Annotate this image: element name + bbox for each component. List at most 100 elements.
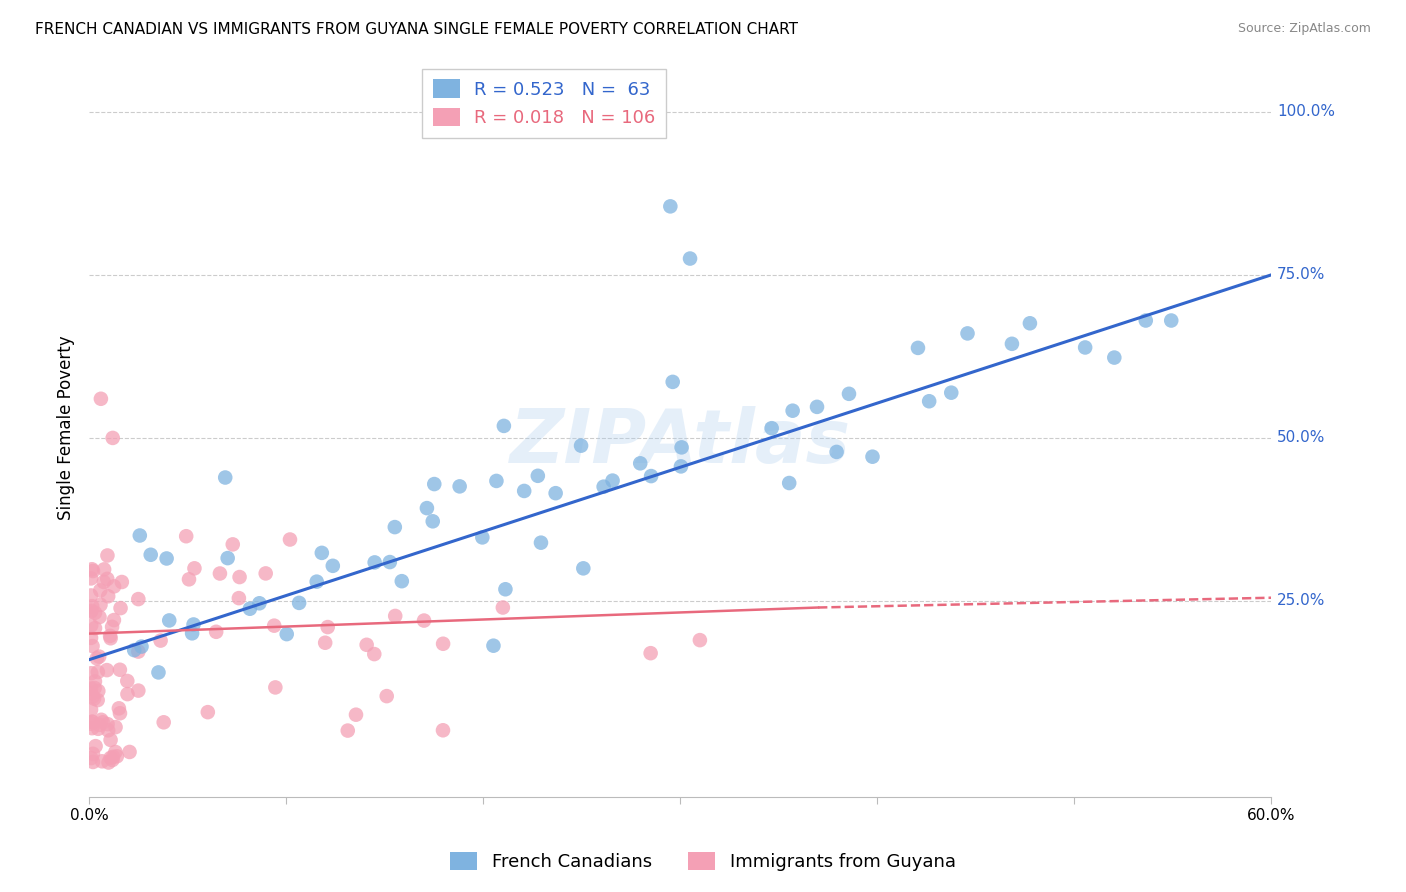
- Point: [336, 723, 359, 738]
- Point: [139, 548, 162, 562]
- Point: [413, 614, 436, 628]
- Point: [384, 520, 406, 534]
- Point: [1104, 351, 1126, 365]
- Y-axis label: Single Female Poverty: Single Female Poverty: [58, 335, 75, 520]
- Point: [177, 572, 200, 586]
- Point: [1135, 313, 1157, 327]
- Text: Source: ZipAtlas.com: Source: ZipAtlas.com: [1237, 22, 1371, 36]
- Point: [100, 733, 122, 747]
- Point: [82, 564, 104, 578]
- Point: [628, 456, 651, 470]
- Point: [80, 631, 103, 645]
- Point: [378, 555, 401, 569]
- Point: [97, 717, 120, 731]
- Point: [103, 579, 125, 593]
- Point: [494, 582, 516, 597]
- Point: [485, 474, 508, 488]
- Point: [661, 375, 683, 389]
- Point: [208, 566, 231, 581]
- Point: [87, 722, 110, 736]
- Point: [84, 739, 107, 753]
- Point: [82, 755, 104, 769]
- Point: [640, 646, 662, 660]
- Point: [391, 574, 413, 589]
- Point: [205, 624, 228, 639]
- Point: [1019, 316, 1042, 330]
- Point: [127, 644, 149, 658]
- Text: 50.0%: 50.0%: [1277, 431, 1326, 445]
- Point: [228, 570, 250, 584]
- Point: [89, 610, 111, 624]
- Point: [416, 501, 439, 516]
- Point: [80, 605, 103, 619]
- Point: [84, 674, 107, 689]
- Point: [87, 665, 110, 679]
- Point: [806, 400, 828, 414]
- Point: [197, 705, 219, 719]
- Point: [100, 632, 122, 646]
- Point: [80, 571, 103, 585]
- Text: 25.0%: 25.0%: [1277, 593, 1326, 608]
- Point: [100, 751, 122, 765]
- Point: [93, 574, 115, 589]
- Point: [492, 418, 515, 433]
- Point: [278, 533, 301, 547]
- Point: [86, 651, 108, 665]
- Legend: French Canadians, Immigrants from Guyana: French Canadians, Immigrants from Guyana: [443, 845, 963, 879]
- Point: [276, 627, 298, 641]
- Point: [322, 558, 344, 573]
- Point: [111, 574, 134, 589]
- Point: [592, 480, 614, 494]
- Point: [305, 574, 328, 589]
- Point: [432, 637, 454, 651]
- Point: [101, 753, 124, 767]
- Point: [87, 684, 110, 698]
- Point: [91, 715, 114, 730]
- Point: [363, 556, 385, 570]
- Point: [432, 723, 454, 738]
- Point: [86, 693, 108, 707]
- Point: [602, 474, 624, 488]
- Point: [80, 562, 103, 576]
- Point: [918, 394, 941, 409]
- Point: [471, 530, 494, 544]
- Point: [862, 450, 884, 464]
- Point: [782, 403, 804, 417]
- Point: [569, 439, 592, 453]
- Point: [907, 341, 929, 355]
- Point: [80, 618, 103, 632]
- Point: [148, 665, 170, 680]
- Point: [127, 592, 149, 607]
- Point: [530, 535, 553, 549]
- Point: [91, 754, 114, 768]
- Point: [84, 606, 107, 620]
- Point: [671, 441, 693, 455]
- Point: [103, 613, 125, 627]
- Point: [761, 421, 783, 435]
- Point: [80, 721, 103, 735]
- Legend: R = 0.523   N =  63, R = 0.018   N = 106: R = 0.523 N = 63, R = 0.018 N = 106: [422, 69, 666, 138]
- Point: [384, 609, 406, 624]
- Point: [174, 529, 197, 543]
- Point: [217, 551, 239, 566]
- Point: [156, 551, 179, 566]
- Point: [83, 681, 105, 695]
- Point: [80, 666, 103, 681]
- Point: [97, 589, 120, 603]
- Point: [80, 703, 103, 717]
- Point: [152, 715, 174, 730]
- Point: [89, 718, 111, 732]
- Point: [492, 600, 515, 615]
- Point: [89, 583, 111, 598]
- Point: [363, 647, 385, 661]
- Point: [640, 469, 662, 483]
- Point: [97, 756, 120, 770]
- Point: [1074, 341, 1097, 355]
- Point: [689, 633, 711, 648]
- Point: [97, 723, 120, 738]
- Point: [247, 596, 270, 610]
- Point: [183, 561, 205, 575]
- Point: [82, 599, 104, 614]
- Point: [659, 199, 682, 213]
- Point: [104, 720, 127, 734]
